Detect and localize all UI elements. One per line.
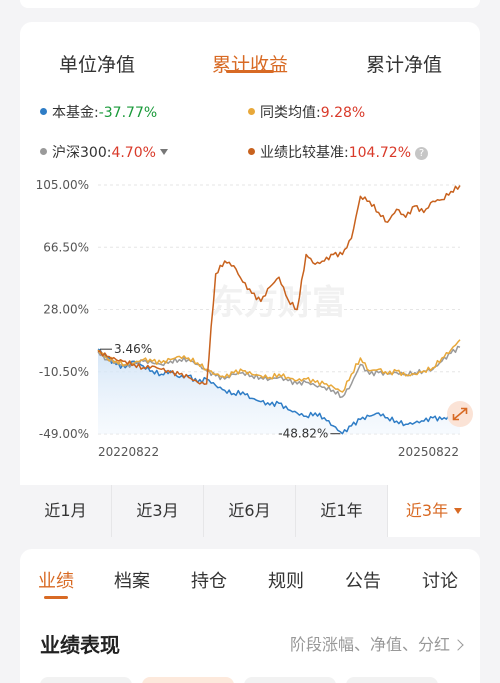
y-tick-label: -10.50% (39, 365, 89, 379)
caret-down-icon[interactable] (159, 149, 168, 155)
csi300-dot-icon (40, 148, 47, 155)
low-label: -48.82% (278, 427, 328, 441)
info-card: 业绩 档案 持仓 规则 公告 讨论 业绩表现 阶段涨幅、净值、分红 (20, 549, 480, 683)
benchmark-dot-icon (248, 148, 255, 155)
series-line-2 (97, 339, 461, 393)
period-1m[interactable]: 近1月 (20, 485, 112, 537)
y-tick-label: 66.50% (43, 240, 89, 254)
watermark: 东方财富 (210, 283, 346, 323)
high-label: 3.46% (114, 342, 152, 356)
legend-fund-label: 本基金: (52, 105, 99, 121)
period-6m[interactable]: 近6月 (204, 485, 296, 537)
tab-holdings[interactable]: 持仓 (191, 571, 227, 592)
period-selector: 近1月 近3月 近6月 近1年 近3年 (20, 485, 480, 537)
section-title: 业绩表现 (40, 633, 120, 657)
period-1y-label: 近1年 (320, 501, 363, 520)
active-nav-indicator (44, 596, 68, 599)
period-3m-label: 近3月 (136, 501, 179, 520)
legend-fund-value: -37.77% (98, 105, 158, 121)
period-3m[interactable]: 近3月 (112, 485, 204, 537)
x-label-end: 20250822 (398, 445, 459, 459)
tab-profile[interactable]: 档案 (114, 571, 150, 592)
series-area-0 (98, 349, 460, 434)
tab-discussion[interactable]: 讨论 (422, 571, 458, 592)
legend-csi300[interactable]: 沪深300:4.70% (40, 142, 168, 162)
x-label-start: 20220822 (98, 445, 159, 459)
legend-fund[interactable]: 本基金:-37.77% (40, 102, 157, 122)
period-3y[interactable]: 近3年 (388, 485, 480, 537)
active-tab-indicator (226, 70, 274, 73)
section-link-label: 阶段涨幅、净值、分红 (289, 635, 450, 654)
series-line-0 (97, 348, 461, 435)
period-1m-label: 近1月 (44, 501, 87, 520)
expand-icon[interactable] (447, 401, 473, 427)
cumulative-return-chart[interactable]: 东方财富 105.00% 66.50% 28.00% -10.50% -49.00% 3… (0, 0, 500, 470)
legend-benchmark-label: 业绩比较基准: (260, 145, 349, 161)
tab-unit-nav[interactable]: 单位净值 (59, 54, 136, 76)
caret-down-icon (454, 508, 463, 514)
chart-card: 单位净值 累计收益 累计净值 本基金:-37.77% 同类均值:9.28% 沪深… (20, 22, 480, 536)
sub-tabs (40, 677, 460, 683)
y-tick-label: 28.00% (43, 303, 89, 317)
y-tick-label: 105.00% (36, 178, 89, 192)
legend-csi300-value: 4.70% (111, 145, 156, 161)
y-axis-labels: 105.00% 66.50% 28.00% -10.50% -49.00% (36, 178, 89, 441)
chevron-right-icon (452, 639, 464, 651)
legend-peer-value: 9.28% (320, 105, 366, 121)
help-icon[interactable]: ? (415, 147, 429, 160)
sub-tab-1[interactable] (40, 677, 132, 683)
fund-dot-icon (40, 108, 47, 115)
tab-rules[interactable]: 规则 (268, 571, 304, 592)
y-tick-label: -49.00% (39, 427, 89, 441)
peer-dot-icon (248, 108, 255, 115)
period-3y-label: 近3年 (405, 501, 449, 520)
series-line-3 (97, 185, 461, 385)
section-link[interactable]: 阶段涨幅、净值、分红 (289, 631, 464, 655)
legend-csi300-label: 沪深300: (52, 145, 112, 161)
tab-cumulative-nav[interactable]: 累计净值 (366, 54, 443, 76)
sub-tab-3[interactable] (244, 677, 336, 683)
legend-benchmark[interactable]: 业绩比较基准:104.72%? (248, 142, 429, 162)
series-layer (97, 185, 461, 435)
period-6m-label: 近6月 (228, 501, 271, 520)
legend-peer-label: 同类均值: (260, 105, 321, 121)
period-1y[interactable]: 近1年 (296, 485, 388, 537)
tab-announcements[interactable]: 公告 (345, 571, 381, 592)
legend-benchmark-value: 104.72% (348, 145, 412, 161)
annotations: 3.46% -48.82% (100, 342, 341, 441)
legend-peer[interactable]: 同类均值:9.28% (248, 102, 365, 122)
tab-performance[interactable]: 业绩 (38, 571, 74, 592)
sub-tab-2[interactable] (142, 677, 234, 683)
previous-card-edge (20, 0, 480, 8)
sub-tab-4[interactable] (346, 677, 438, 683)
